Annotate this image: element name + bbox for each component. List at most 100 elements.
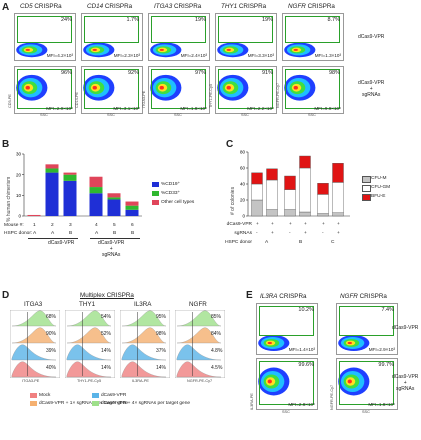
gate-box	[84, 16, 139, 44]
hspc-donor: B	[69, 231, 73, 236]
y-tick-label: 20	[16, 172, 22, 177]
mfi-value: MFI=9.9×10⁵	[314, 106, 341, 111]
histogram-xlabel: THY1-PE-Cy5	[77, 379, 102, 383]
crispra-suffix: CRISPRa	[237, 3, 267, 10]
panel-c-chart: 0 20 40 60 80	[240, 150, 350, 219]
flow-density-plot	[83, 74, 115, 101]
flow-ylabel: ITGA3-PE	[142, 90, 146, 108]
gate-box	[84, 69, 139, 109]
crispra-suffix: CRISPRa	[277, 293, 307, 300]
panel-e-column-header: NGFR CRISPRa	[340, 293, 387, 300]
gate-percent: 91%	[261, 70, 273, 76]
legend-swatch	[362, 185, 371, 192]
y-tick-label: 20	[240, 198, 246, 203]
histogram-curve	[121, 344, 167, 361]
histogram-curve	[66, 361, 112, 378]
flow-plot: 96% MFI=2.0×10⁴	[14, 66, 76, 114]
histogram-curve	[121, 310, 167, 327]
histogram-curve	[11, 344, 57, 361]
bar-segment	[125, 201, 139, 206]
y-tick-label: 80	[240, 150, 246, 155]
bar-segment	[45, 168, 59, 173]
mfi-value: MFI=2.9×10³	[368, 347, 395, 352]
mfi-value: MFI=1.8×10⁵	[368, 402, 395, 407]
density-layer	[226, 48, 231, 51]
mfi-value: MFI=1.4×10³	[288, 347, 315, 352]
histogram-percent: 40%	[46, 365, 57, 371]
legend-label: BFU-E	[371, 194, 386, 199]
panel-a-column-header: THY1 CRISPRa	[221, 3, 266, 10]
gate-percent: 7.4%	[381, 307, 394, 313]
histogram-xlabel: IL3RA-PE	[132, 379, 149, 383]
dcas9-flag: +	[289, 222, 292, 227]
panel-a-column-header: NGFR CRISPRa	[288, 3, 335, 10]
mouse-number: 3	[69, 223, 72, 228]
legend-label: %CD33⁺	[161, 191, 181, 196]
bar-segment	[251, 199, 263, 217]
bar-segment	[332, 182, 344, 214]
flow-ylabel: NGFR-PE-Cy7	[330, 384, 334, 410]
flow-density-plot	[217, 42, 249, 58]
panel-b-group2-line3: sgRNAs	[102, 252, 121, 258]
bar-segment	[89, 187, 103, 194]
flow-plot: 24% MFI=4.2×10³	[14, 13, 76, 61]
dcas9-flag: +	[337, 222, 340, 227]
flow-plot: 91% MFI=2.2×10⁴	[215, 66, 277, 114]
panel-d-column-header: NGFR	[189, 301, 207, 308]
flow-plot: 8.7% MFI=1.3×10³	[282, 13, 344, 61]
flow-xlabel: SSC	[107, 113, 115, 117]
bar-segment	[317, 183, 329, 195]
gene-name: NGFR	[340, 293, 358, 300]
y-tick-label: 40	[240, 182, 246, 187]
bar-segment	[125, 209, 139, 216]
gate-box	[218, 16, 273, 44]
bar-segment	[107, 197, 121, 200]
panel-d-column-header: IL3RA	[134, 301, 152, 308]
gene-name: NGFR	[288, 3, 306, 10]
mouse-number: 4	[95, 223, 98, 228]
density-layer	[92, 48, 97, 51]
flow-density-plot	[258, 335, 290, 351]
histogram-percent: 98%	[156, 331, 167, 337]
crispra-suffix: CRISPRa	[172, 3, 202, 10]
legend-label: %CD19⁺	[161, 182, 181, 187]
panel-b-group2-line2: +	[109, 246, 113, 252]
panel-e-column-header: IL3RA CRISPRa	[260, 293, 307, 300]
y-tick-label: 30	[16, 152, 22, 157]
density-layer	[159, 48, 164, 51]
panel-e-condition-bottom: dCas9-VPR + sgRNAs	[392, 374, 418, 392]
crispra-suffix: CRISPRa	[357, 293, 387, 300]
flow-ylabel: IL3RA-PE	[250, 393, 254, 410]
mfi-value: MFI=2.4×10³	[180, 53, 207, 58]
hspc-donor: B	[113, 231, 117, 236]
flow-ylabel: NGFR-PE-Cy7	[276, 82, 280, 108]
row-label: HSPC donor	[225, 240, 252, 245]
bar-segment	[317, 213, 329, 217]
bar-segment	[63, 172, 77, 175]
panel-b-group2: dCas9-VPR + sgRNAs	[98, 240, 124, 258]
crispra-suffix: CRISPRa	[32, 3, 62, 10]
condition-line: sgRNAs	[362, 92, 381, 98]
density-layer	[25, 48, 30, 51]
legend-label: Mock	[39, 393, 51, 398]
mouse-number: 1	[33, 223, 36, 228]
histogram-curve	[11, 327, 57, 344]
mouse-number: 5	[113, 223, 116, 228]
flow-ylabel: CD5-PE	[8, 94, 12, 108]
bar-segment	[332, 163, 344, 183]
gene-name: CD5	[20, 3, 33, 10]
flow-plot: 99.7% MFI=1.8×10⁵	[336, 358, 398, 410]
histogram-curve	[121, 361, 167, 378]
histogram-percent: 14%	[156, 365, 167, 371]
histogram-curve	[176, 344, 222, 361]
flow-plot: 7.4% MFI=2.9×10³	[336, 303, 398, 355]
y-tick-label: 60	[240, 166, 246, 171]
hspc-donor: A	[95, 231, 99, 236]
crispra-suffix: CRISPRa	[103, 3, 133, 10]
flow-density-plot	[338, 335, 370, 351]
density-layer	[347, 341, 352, 345]
bar-segment	[45, 172, 59, 216]
panel-a-column-header: CD5 CRISPRa	[20, 3, 62, 10]
gate-percent: 1.7%	[126, 17, 139, 23]
condition-line: dCas9-VPR	[358, 80, 385, 86]
